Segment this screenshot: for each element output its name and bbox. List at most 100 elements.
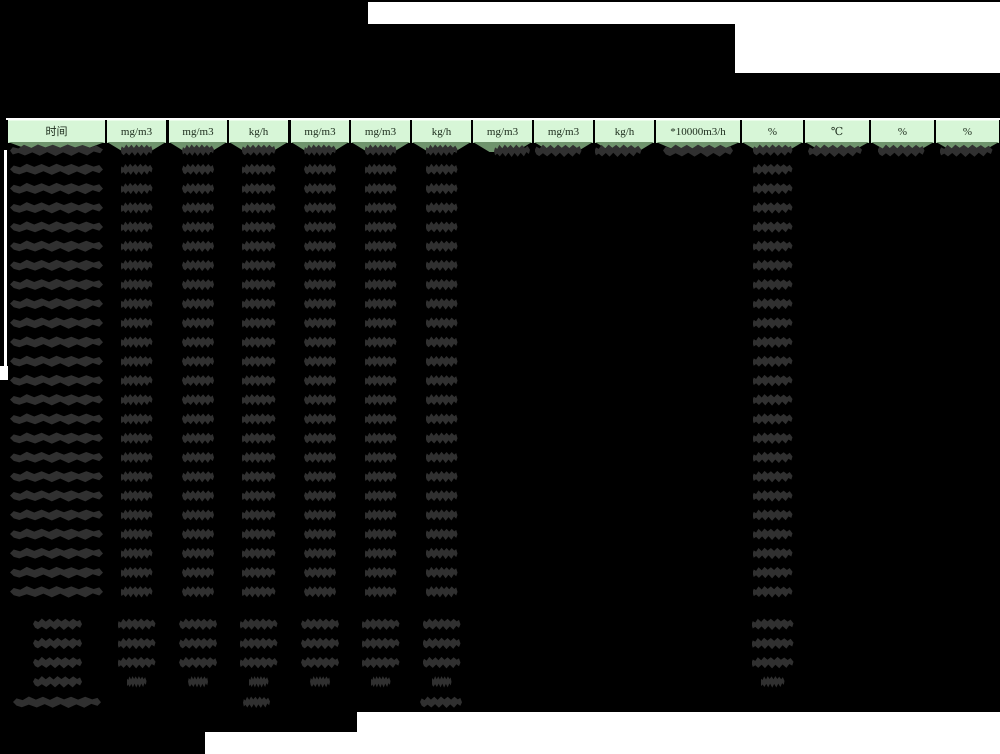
redacted-cell-value [10,202,103,214]
table-top-border [6,118,1000,120]
redacted-cell-value [364,336,397,348]
redacted-cell-value [364,374,397,387]
redacted-cell-value [182,317,214,329]
redacted-cell-value [752,259,793,272]
redacted-cell-value [425,259,458,272]
redacted-cell-value [364,163,397,176]
redacted-cell-value [304,490,336,502]
redacted-cell-value [10,432,103,444]
redacted-cell-value [534,144,582,157]
redacted-cell-value [182,163,214,176]
column-unit-header-11: % [742,120,803,143]
redacted-cell-value [752,432,793,444]
column-unit-header-14: % [936,120,999,143]
redacted-cell-value [182,547,214,560]
redacted-cell-value [364,259,397,272]
redacted-cell-value [120,509,153,521]
redacted-cell-value [120,547,153,560]
redacted-cell-value [120,221,153,233]
redacted-cell-value [304,144,336,156]
redacted-cell-value [752,509,793,521]
redacted-cell-value [304,240,336,252]
redacted-cell-value [241,432,276,444]
redacted-cell-value [241,221,276,233]
redacted-cell-value [117,637,156,650]
redacted-cell-value [304,470,336,483]
white-strip-left-foot [0,366,8,380]
redacted-cell-value [239,656,278,669]
redacted-cell-value [33,656,82,669]
redacted-cell-value [425,509,458,521]
redacted-cell-value [364,432,397,444]
redacted-cell-value [117,618,156,630]
redacted-cell-value [120,182,153,195]
redacted-cell-value [364,298,397,310]
redacted-cell-value [304,355,336,368]
redacted-cell-value [364,490,397,502]
redacted-cell-value [241,240,276,252]
redacted-cell-value [304,413,336,425]
redacted-cell-value [304,586,336,598]
redacted-cell-value [120,144,153,156]
column-unit-header-4: mg/m3 [291,120,349,143]
redacted-cell-value [304,394,336,406]
redacted-cell-value [241,547,276,560]
redacted-cell-value [425,317,458,329]
redacted-cell-value [752,144,793,156]
redacted-cell-value [304,182,336,195]
redacted-cell-value [751,656,794,669]
redacted-cell-value [241,451,276,464]
redacted-cell-value [425,240,458,252]
redacted-cell-value [179,656,217,669]
redacted-cell-value [120,240,153,252]
redacted-cell-value [752,394,793,406]
header-under-shadow-14 [936,142,999,152]
column-unit-header-5: mg/m3 [351,120,410,143]
redacted-cell-value [751,637,794,650]
redacted-cell-value [301,618,339,630]
redacted-cell-value [10,240,103,252]
redacted-cell-value [13,696,101,708]
redacted-cell-value [182,298,214,310]
redacted-cell-value [182,490,214,502]
column-unit-header-8: mg/m3 [534,120,593,143]
redacted-cell-value [752,451,793,464]
redacted-cell-value [10,278,103,291]
redacted-cell-value [361,637,400,650]
redacted-cell-value [120,528,153,540]
redacted-cell-value [117,656,156,669]
white-area-bottom-right [357,712,1000,754]
redacted-cell-value [364,470,397,483]
redacted-cell-value [182,144,214,156]
redacted-cell-value [10,566,103,579]
redacted-cell-value [10,394,103,406]
redacted-cell-value [241,394,276,406]
redacted-cell-value [425,182,458,195]
redacted-cell-value [120,470,153,483]
redacted-cell-value [752,355,793,368]
redacted-cell-value [10,355,103,368]
redacted-cell-value [182,182,214,195]
redacted-cell-value [120,394,153,406]
redacted-cell-value [752,298,793,310]
redacted-cell-value [364,278,397,291]
redacted-cell-value [241,490,276,502]
redacted-cell-value [182,509,214,521]
redacted-cell-value [425,336,458,348]
redacted-cell-value [10,182,103,195]
redacted-cell-value [663,144,733,157]
redacted-cell-value [241,355,276,368]
redacted-cell-value [182,470,214,483]
redacted-cell-value [120,451,153,464]
redacted-cell-value [425,144,458,156]
column-unit-header-6: kg/h [412,120,471,143]
redacted-cell-value [425,394,458,406]
column-unit-header-10: *10000m3/h [656,120,740,143]
redacted-cell-value [10,547,103,560]
redacted-cell-value [10,470,103,483]
redacted-cell-value [241,163,276,176]
redacted-cell-value [182,586,214,598]
redacted-cell-value [10,528,103,540]
redacted-cell-value [751,618,794,630]
redacted-cell-value [182,413,214,425]
